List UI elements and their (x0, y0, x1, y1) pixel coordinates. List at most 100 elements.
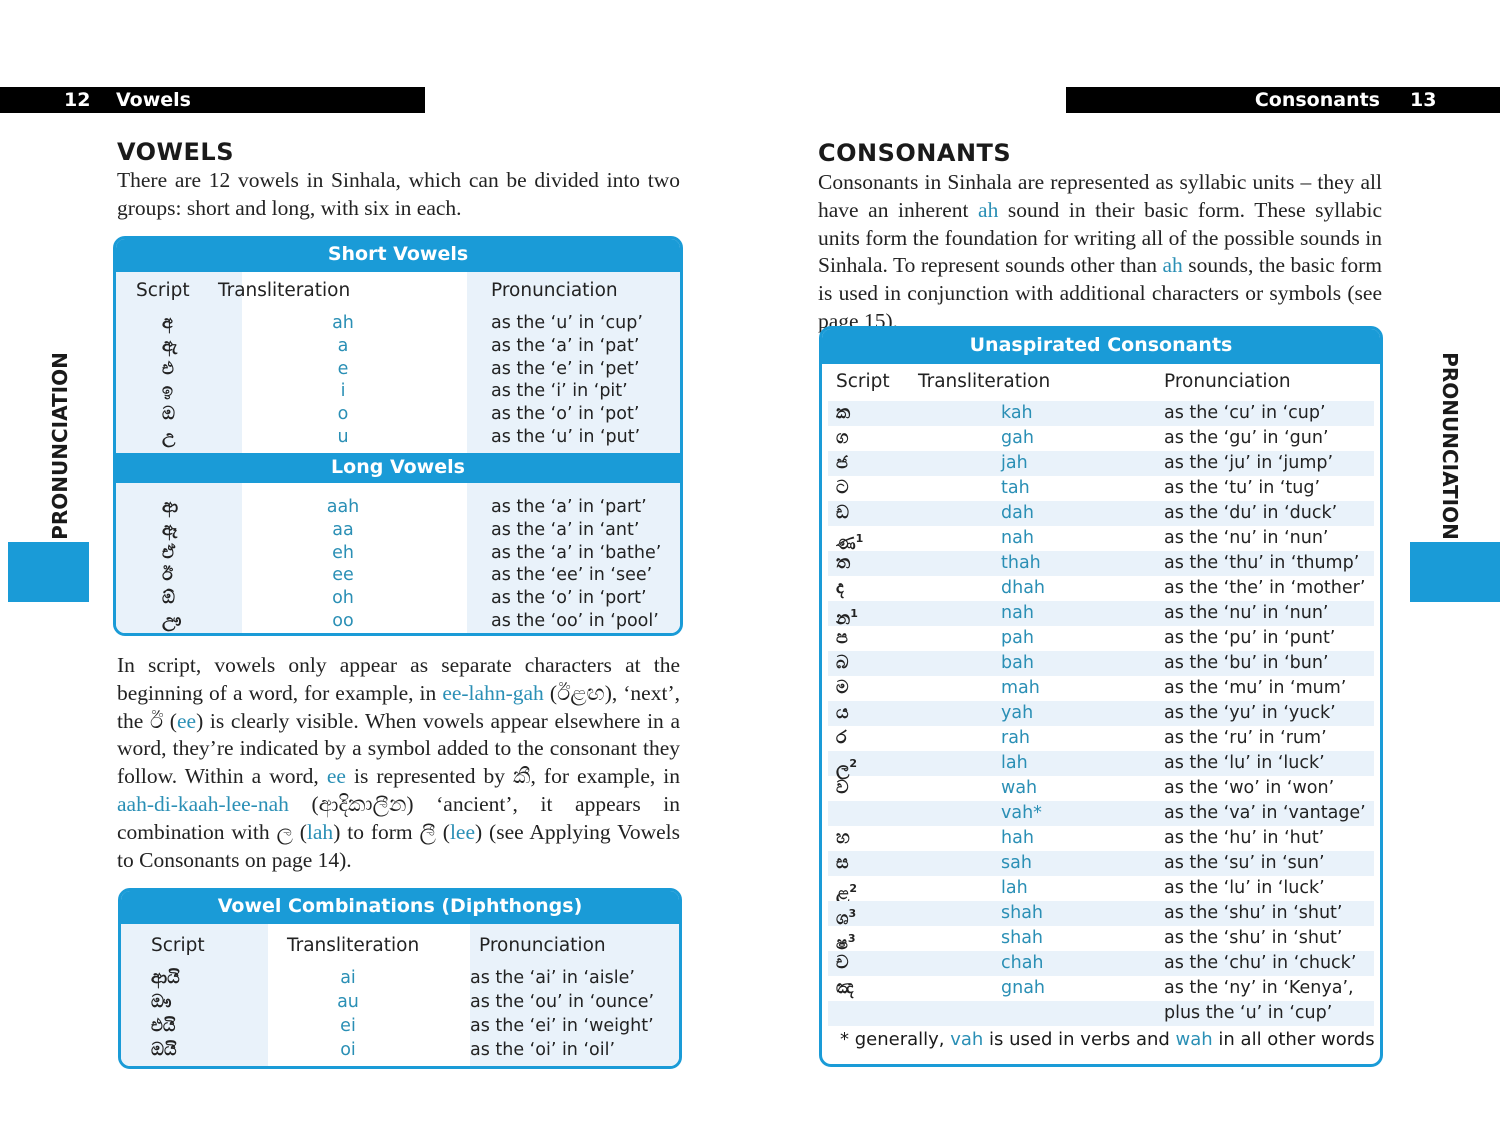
text-segment: (ඊළඟ), ‘next’, the ඊ ( (117, 680, 680, 733)
transliteration: oi (340, 1040, 356, 1060)
pronunciation: as the ‘thu’ in ‘thump’ (1164, 553, 1360, 573)
text-segment: ) to form ලී ( (333, 819, 450, 844)
transliteration: lah (1001, 878, 1028, 898)
transliteration-term: ah (978, 197, 999, 222)
transliteration: mah (1001, 678, 1040, 698)
column-header: Pronunciation (479, 935, 606, 956)
section-heading: CONSONANTS (818, 139, 1012, 167)
transliteration: e (337, 358, 349, 379)
text-segment: * generally, (840, 1029, 951, 1050)
transliteration: dhah (1001, 578, 1046, 598)
transliteration-term: aah-di-kaah-lee-nah (117, 791, 289, 816)
column-header: Script (136, 280, 190, 301)
script-glyph: ක (836, 403, 851, 423)
intro-paragraph: There are 12 vowels in Sinhala, which ca… (117, 167, 680, 223)
script-glyph: ච (836, 953, 849, 973)
script-glyph: ත (836, 553, 851, 573)
section-heading: VOWELS (117, 138, 234, 166)
script-character: ස (836, 851, 849, 876)
table-row: ආ aah as the ‘a’ in ‘part’ (116, 496, 680, 519)
running-head-title: Vowels (116, 89, 191, 111)
transliteration: oo (332, 611, 354, 631)
script-glyph: ණ (836, 533, 856, 554)
column-shade (470, 924, 679, 1066)
pronunciation: as the ‘gu’ in ‘gun’ (1164, 428, 1329, 448)
transliteration: lah (1001, 753, 1028, 773)
transliteration-term: ee (326, 764, 346, 789)
column-shade (121, 924, 268, 1066)
text-segment: There are 12 vowels in Sinhala, which ca… (117, 168, 680, 220)
transliteration-term: ah (1162, 253, 1183, 278)
side-tab-marker (8, 542, 89, 602)
script-glyph: ඉ (162, 381, 173, 402)
script-glyph: ආයි (151, 968, 180, 988)
pronunciation: as the ‘ru’ in ‘rum’ (1164, 728, 1327, 748)
table-row: ශ3 shah as the ‘shu’ in ‘shut’ (828, 901, 1374, 929)
intro-paragraph: Consonants in Sinhala are represented as… (818, 169, 1382, 336)
script-character: ව (836, 776, 849, 801)
pronunciation: as the ‘the’ in ‘mother’ (1164, 578, 1366, 598)
text-segment: Consonants in Sinhala are represented as… (818, 170, 1382, 222)
table-row: ඌ oo as the ‘oo’ in ‘pool’ (116, 610, 680, 633)
script-character: එයි (151, 1014, 175, 1038)
table-row: ෂ3 shah as the ‘shu’ in ‘shut’ (828, 926, 1374, 954)
table-row: ඇ a as the ‘a’ in ‘pat’ (116, 335, 680, 358)
script-character: ක (836, 401, 850, 426)
pronunciation: as the ‘hu’ in ‘hut’ (1164, 828, 1325, 848)
pronunciation: as the ‘ei’ in ‘weight’ (470, 1016, 654, 1036)
script-character: ජ (836, 451, 848, 476)
table-row: ඈ aa as the ‘a’ in ‘ant’ (116, 519, 680, 542)
script-character: ඖ (151, 990, 171, 1014)
table-row: එ e as the ‘e’ in ‘pet’ (116, 358, 680, 381)
script-glyph: ය (836, 703, 849, 723)
table-row: ර rah as the ‘ru’ in ‘rum’ (828, 726, 1374, 751)
table-row: එයි ei as the ‘ei’ in ‘weight’ (121, 1014, 679, 1038)
pronunciation: as the ‘shu’ in ‘shut’ (1164, 928, 1343, 948)
transliteration: ei (340, 1016, 356, 1036)
table-row: හ hah as the ‘hu’ in ‘hut’ (828, 826, 1374, 851)
script-glyph: න (836, 608, 851, 629)
table-row: ණ1 nah as the ‘nu’ in ‘nun’ (828, 526, 1374, 554)
left-running-head: 12 Vowels (0, 87, 425, 113)
text-segment: ) is clearly visible. When vowels appear… (117, 708, 680, 789)
script-character: ශ3 (836, 901, 856, 932)
transliteration: dah (1001, 503, 1034, 523)
column-shade (467, 272, 680, 633)
pronunciation: as the ‘u’ in ‘cup’ (491, 313, 643, 333)
script-glyph: හ (836, 828, 850, 848)
script-glyph: බ (836, 653, 849, 673)
script-glyph: ෂ (836, 933, 848, 954)
script-glyph: ළ (836, 883, 850, 904)
footnote-marker: 1 (855, 532, 864, 545)
pronunciation: as the ‘cu’ in ‘cup’ (1164, 403, 1326, 423)
pronunciation: as the ‘ai’ in ‘aisle’ (470, 968, 635, 988)
running-head-title: Consonants (1254, 89, 1380, 111)
script-character: ම (836, 676, 849, 701)
pronunciation: as the ‘i’ in ‘pit’ (491, 381, 628, 402)
table-row: ඤ gnah as the ‘ny’ in ‘Kenya’, (828, 976, 1374, 1001)
script-glyph: ර (836, 728, 847, 748)
transliteration: u (337, 427, 349, 447)
transliteration: vah* (1001, 803, 1042, 823)
pronunciation: as the ‘nu’ in ‘nun’ (1164, 528, 1329, 548)
footnote-marker: 2 (849, 882, 858, 895)
pronunciation: as the ‘ee’ in ‘see’ (491, 565, 653, 586)
script-character: ප (836, 626, 848, 651)
table-row: බ bah as the ‘bu’ in ‘bun’ (828, 651, 1374, 676)
script-glyph: ඖ (151, 992, 172, 1012)
page-number: 13 (1410, 89, 1437, 111)
script-character: ල2 (836, 751, 857, 782)
pronunciation: as the ‘ou’ in ‘ounce’ (470, 992, 655, 1012)
table-row: plus the ‘u’ in ‘cup’ (828, 1001, 1374, 1026)
table-row: ජ jah as the ‘ju’ in ‘jump’ (828, 451, 1374, 476)
side-tab-marker (1410, 542, 1500, 602)
script-character: එ (162, 358, 174, 381)
column-header: Script (836, 371, 890, 392)
transliteration: hah (1001, 828, 1034, 848)
footnote-marker: 3 (847, 932, 856, 945)
script-character: ඔ (162, 403, 175, 426)
transliteration-term: ee (176, 708, 197, 733)
transliteration: bah (1001, 653, 1034, 673)
script-glyph: ස (836, 853, 849, 873)
table-row: ආයි ai as the ‘ai’ in ‘aisle’ (121, 966, 679, 990)
